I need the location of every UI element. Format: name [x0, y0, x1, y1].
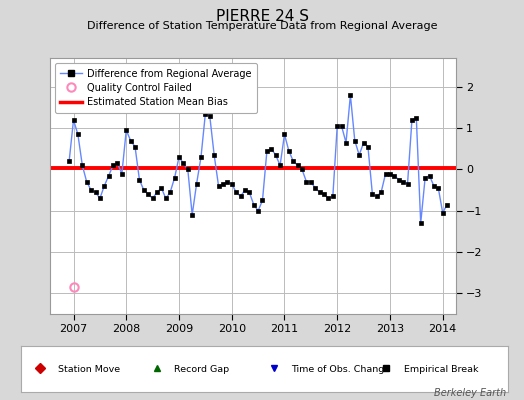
Text: Record Gap: Record Gap: [174, 364, 230, 374]
Text: Berkeley Earth: Berkeley Earth: [433, 388, 506, 398]
Text: Station Move: Station Move: [58, 364, 119, 374]
Text: Time of Obs. Change: Time of Obs. Change: [291, 364, 390, 374]
Text: Difference of Station Temperature Data from Regional Average: Difference of Station Temperature Data f…: [87, 21, 437, 31]
Text: PIERRE 24 S: PIERRE 24 S: [215, 9, 309, 24]
Text: Empirical Break: Empirical Break: [403, 364, 478, 374]
Legend: Difference from Regional Average, Quality Control Failed, Estimated Station Mean: Difference from Regional Average, Qualit…: [54, 63, 257, 113]
